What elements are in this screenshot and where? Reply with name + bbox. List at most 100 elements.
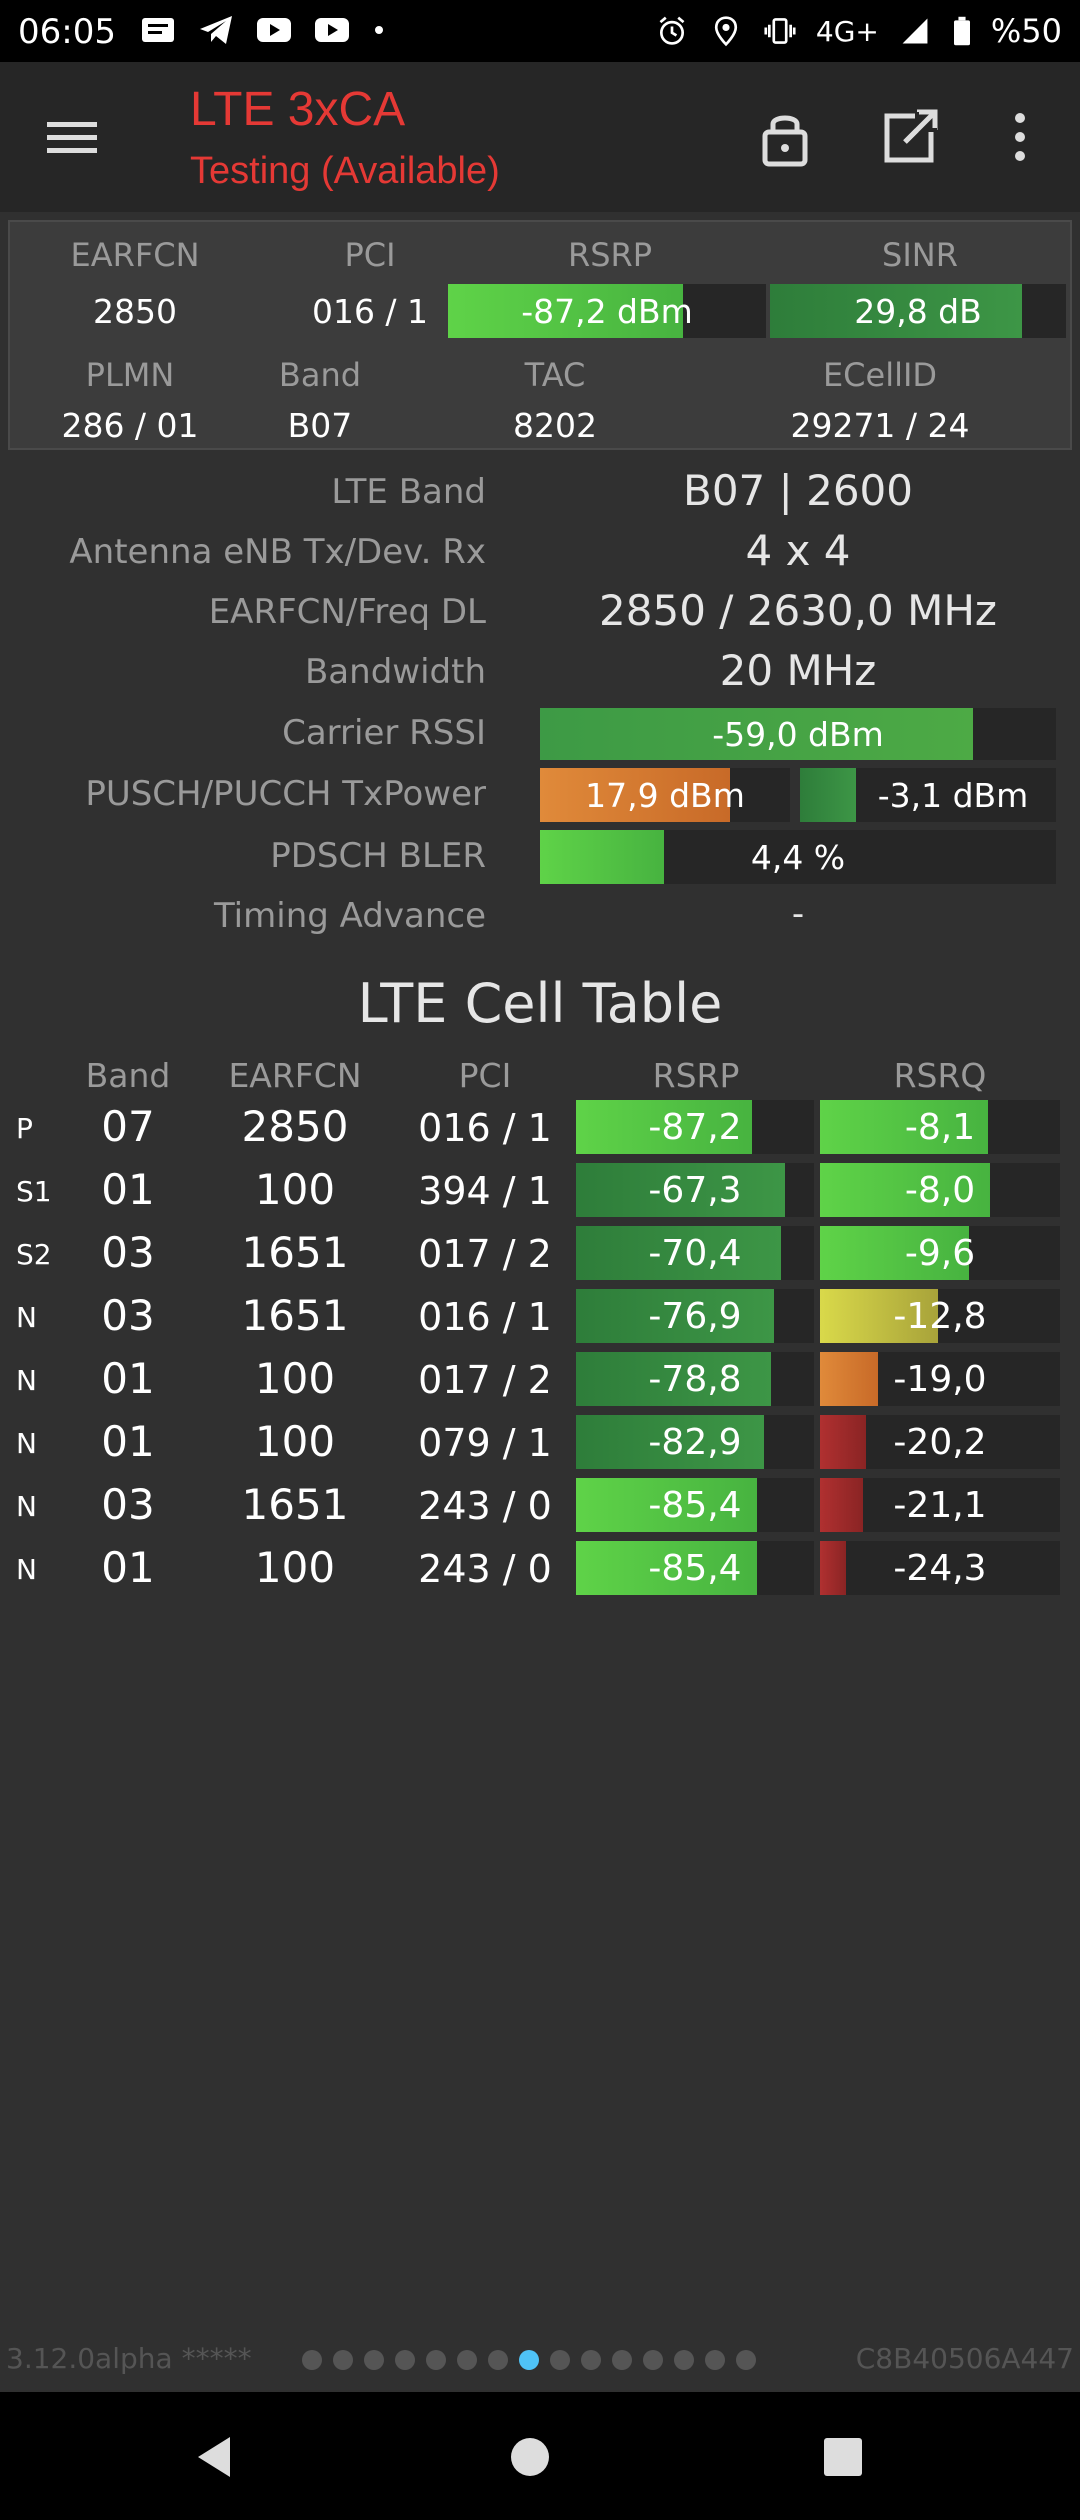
antenna-label: Antenna eNB Tx/Dev. Rx <box>69 532 486 572</box>
row-pci: 016 / 1 <box>418 1106 552 1150</box>
menu-icon[interactable] <box>42 112 102 162</box>
row-rsrq-fill <box>820 1352 878 1406</box>
dot-icon <box>375 26 383 34</box>
bandwidth-value: 20 MHz <box>719 646 877 695</box>
page-dot[interactable] <box>612 2350 632 2370</box>
page-dot[interactable] <box>426 2350 446 2370</box>
page-dot[interactable] <box>364 2350 384 2370</box>
row-type: N <box>16 1364 37 1397</box>
row-type: S1 <box>16 1175 52 1208</box>
lte-band-value: B07 | 2600 <box>683 466 913 515</box>
timing-advance-value: - <box>791 894 805 934</box>
table-header-rsrp: RSRP <box>652 1056 740 1095</box>
page-dot[interactable] <box>581 2350 601 2370</box>
row-earfcn: 1651 <box>241 1480 349 1529</box>
back-icon[interactable] <box>190 2432 240 2482</box>
row-rsrp-fill <box>576 1289 774 1343</box>
serving-pci: 016 / 1 <box>311 292 429 331</box>
serving-sinr-bar: 29,8 dB <box>770 284 1066 338</box>
network-type: 4G+ <box>815 14 879 48</box>
serving-plmn: 286 / 01 <box>61 406 199 445</box>
carrier-rssi-label: Carrier RSSI <box>282 713 486 753</box>
row-rsrp-value: -76,9 <box>648 1295 742 1337</box>
serving-rsrp-fill <box>448 284 684 338</box>
page-dot[interactable] <box>736 2350 756 2370</box>
row-rsrp-bar: -70,4 <box>576 1226 814 1280</box>
row-rsrp-fill <box>576 1541 757 1595</box>
page-dot[interactable] <box>705 2350 725 2370</box>
row-rsrp-value: -87,2 <box>648 1106 742 1148</box>
serving-ecellid: 29271 / 24 <box>790 406 970 445</box>
page-dot[interactable] <box>395 2350 415 2370</box>
serving-rsrp-bar: -87,2 dBm <box>448 284 766 338</box>
row-rsrp-fill <box>576 1163 786 1217</box>
row-band: 07 <box>101 1102 155 1151</box>
row-band: 03 <box>101 1228 155 1277</box>
home-icon[interactable] <box>505 2432 555 2482</box>
battery-level: %50 <box>990 12 1062 50</box>
status-bar: 06:05 4G+ %50 <box>0 0 1080 62</box>
row-rsrq-bar: -8,0 <box>820 1163 1060 1217</box>
row-rsrq-value: -8,0 <box>904 1169 976 1211</box>
pucch-value: -3,1 dBm <box>877 775 1029 815</box>
pusch-bar: 17,9 dBm <box>540 768 790 822</box>
page-dot[interactable] <box>643 2350 663 2370</box>
row-rsrq-bar: -9,6 <box>820 1226 1060 1280</box>
row-rsrq-bar: -21,1 <box>820 1478 1060 1532</box>
signal-icon <box>902 18 928 44</box>
carrier-rssi-bar: -59,0 dBm <box>540 708 1056 760</box>
row-earfcn: 1651 <box>241 1291 349 1340</box>
row-rsrq-value: -24,3 <box>893 1547 987 1589</box>
page-dot[interactable] <box>302 2350 322 2370</box>
row-earfcn: 100 <box>254 1417 336 1466</box>
pucch-bar: -3,1 dBm <box>800 768 1056 822</box>
row-type: N <box>16 1427 37 1460</box>
row-band: 01 <box>101 1417 155 1466</box>
page-indicator[interactable] <box>302 2350 756 2370</box>
row-rsrp-fill <box>576 1478 757 1532</box>
more-options-icon[interactable] <box>990 102 1050 172</box>
pusch-value: 17,9 dBm <box>585 775 745 815</box>
app-subtitle: Testing (Available) <box>190 150 500 192</box>
page-dot[interactable] <box>488 2350 508 2370</box>
page-dot[interactable] <box>333 2350 353 2370</box>
row-rsrp-bar: -76,9 <box>576 1289 814 1343</box>
page-dot[interactable] <box>674 2350 694 2370</box>
row-type: S2 <box>16 1238 52 1271</box>
bler-bar: 4,4 % <box>540 830 1056 884</box>
row-earfcn: 2850 <box>241 1102 349 1151</box>
row-rsrp-value: -82,9 <box>648 1421 742 1463</box>
row-band: 01 <box>101 1543 155 1592</box>
header-ecellid: ECellID <box>822 356 938 394</box>
carrier-rssi-value: -59,0 dBm <box>712 714 884 754</box>
navigation-bar <box>0 2392 1080 2520</box>
txpower-label: PUSCH/PUCCH TxPower <box>85 774 486 814</box>
row-rsrq-fill <box>820 1415 866 1469</box>
lock-icon[interactable] <box>750 102 820 172</box>
open-external-icon[interactable] <box>875 102 945 172</box>
recents-icon[interactable] <box>818 2432 868 2482</box>
serving-earfcn: 2850 <box>93 292 177 331</box>
pucch-fill <box>800 768 857 822</box>
row-earfcn: 100 <box>254 1543 336 1592</box>
row-rsrp-bar: -78,8 <box>576 1352 814 1406</box>
row-pci: 017 / 2 <box>418 1358 552 1402</box>
row-rsrq-fill <box>820 1100 988 1154</box>
row-earfcn: 100 <box>254 1354 336 1403</box>
row-type: P <box>16 1112 33 1145</box>
page-dot[interactable] <box>550 2350 570 2370</box>
location-icon <box>714 16 738 47</box>
vibrate-icon <box>764 18 796 44</box>
page-dot[interactable] <box>457 2350 477 2370</box>
bler-label: PDSCH BLER <box>270 836 486 876</box>
page-dot-active[interactable] <box>519 2350 539 2370</box>
row-rsrp-value: -67,3 <box>648 1169 742 1211</box>
row-pci: 017 / 2 <box>418 1232 552 1276</box>
row-rsrq-value: -9,6 <box>904 1232 976 1274</box>
row-pci: 079 / 1 <box>418 1421 552 1465</box>
row-rsrq-fill <box>820 1226 969 1280</box>
row-rsrp-fill <box>576 1352 772 1406</box>
serving-sinr-fill <box>770 284 1022 338</box>
header-earfcn: EARFCN <box>70 236 200 274</box>
row-rsrp-value: -78,8 <box>648 1358 742 1400</box>
